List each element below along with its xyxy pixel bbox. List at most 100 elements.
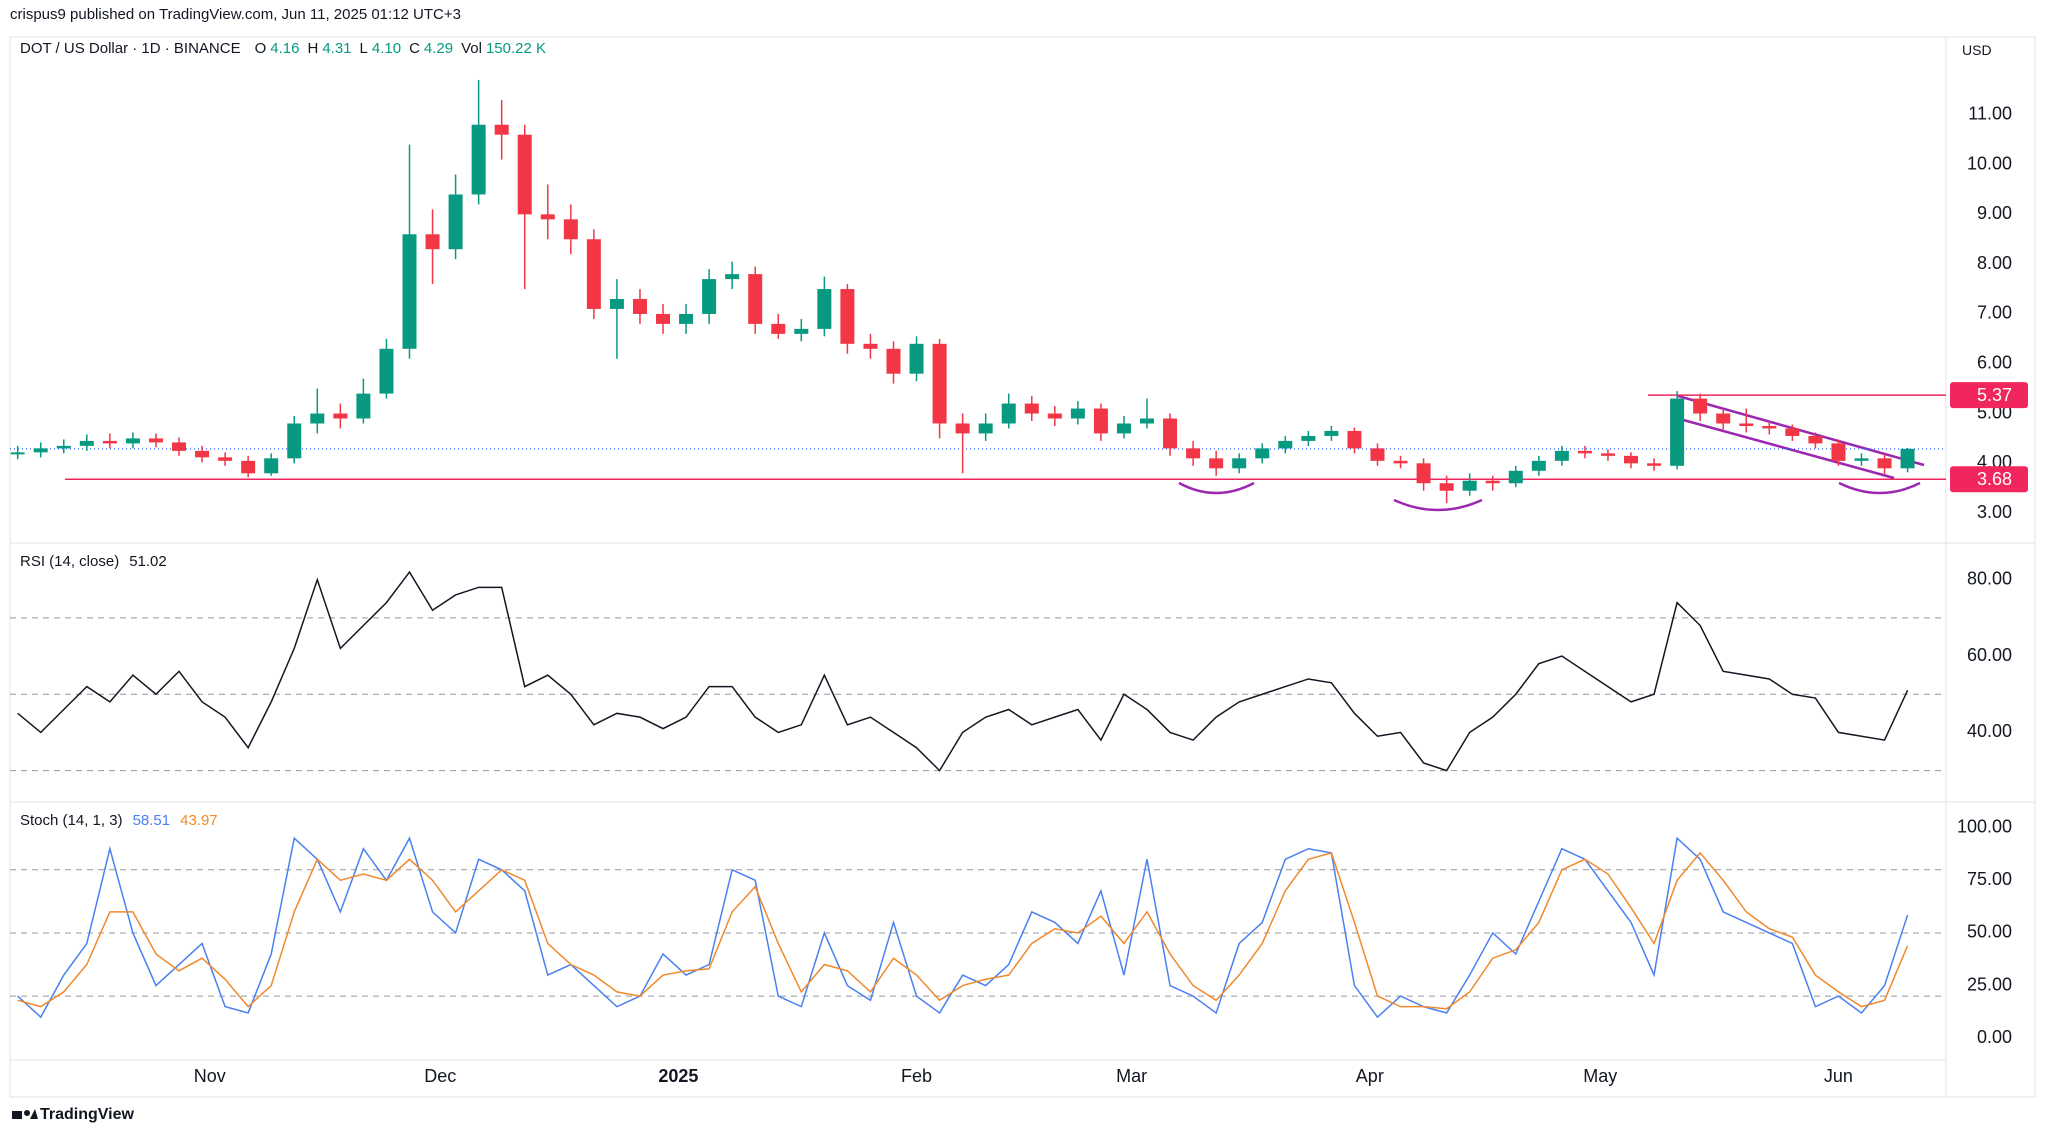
candle-body (356, 393, 371, 419)
level-label: 3.68 (1977, 469, 2012, 489)
candle-body (563, 219, 578, 240)
candle-body (1370, 448, 1385, 461)
candle-body (1647, 463, 1662, 466)
candle-body (1301, 435, 1316, 441)
y-tick-label: 50.00 (1967, 922, 2012, 942)
legend-label: C (409, 40, 420, 57)
candle-body (1001, 403, 1016, 424)
x-tick-label: Nov (194, 1066, 226, 1086)
candle-body (1531, 460, 1546, 471)
x-tick-label: May (1583, 1066, 1617, 1086)
candle-body (1716, 413, 1731, 424)
frame (9, 36, 2036, 1098)
footer-logo (12, 1109, 38, 1119)
candle-body (1831, 443, 1846, 461)
rsi-title: RSI (14, close) (20, 553, 120, 570)
candle-body (517, 134, 532, 215)
candle-body (1416, 463, 1431, 484)
candle-body (1324, 430, 1339, 436)
x-tick-label: Jun (1824, 1066, 1853, 1086)
logo-icon (30, 1109, 38, 1119)
candle-body (494, 124, 509, 135)
candle-body (932, 343, 947, 424)
volume-label: Vol (461, 40, 482, 57)
candle-body (725, 274, 740, 280)
legend-label: L (359, 40, 368, 57)
candle-body (1739, 423, 1754, 426)
candle-body (310, 413, 325, 424)
candle-body (1900, 448, 1915, 469)
candle-body (1047, 413, 1062, 419)
candle-body (771, 323, 786, 334)
level-label-box (1950, 382, 2028, 409)
stoch-value: 43.97 (180, 812, 218, 829)
y-tick-label: 0.00 (1977, 1027, 2012, 1047)
candle-body (1785, 428, 1800, 436)
candle-body (10, 452, 25, 455)
indicator-line (17, 851, 1909, 1010)
candle-body (1600, 453, 1615, 456)
y-tick-label: 100.00 (1957, 816, 2012, 836)
candle-body (218, 457, 233, 461)
candle-body (794, 328, 809, 334)
candle-body (448, 194, 463, 250)
candle-body (1140, 418, 1155, 424)
rsi-value: 51.02 (129, 553, 167, 570)
candle-body (748, 274, 763, 324)
candle-body (1070, 408, 1085, 419)
indicator-line (17, 570, 1909, 772)
candle-body (402, 234, 417, 349)
candle-body (978, 423, 993, 434)
candle-body (863, 343, 878, 349)
candle-body (1877, 458, 1892, 469)
x-tick-label: Mar (1116, 1066, 1147, 1086)
y-tick-label: 6.00 (1977, 352, 2012, 372)
logo-icon (12, 1111, 22, 1119)
candle-body (471, 124, 486, 195)
y-tick-label: 40.00 (1967, 721, 2012, 741)
footer-brand: TradingView (40, 1106, 135, 1123)
y-tick-label: 9.00 (1977, 203, 2012, 223)
candle-body (955, 423, 970, 434)
x-tick-label: 2025 (658, 1066, 698, 1086)
x-tick-label: Feb (901, 1066, 932, 1086)
candle-body (33, 448, 48, 453)
candle-body (1093, 408, 1108, 434)
candle-body (56, 445, 71, 449)
candle-body (1393, 460, 1408, 464)
candle-body (1024, 403, 1039, 414)
candle-body (1347, 430, 1362, 449)
rsi-legend: RSI (14, close) 51.02 (20, 553, 167, 570)
symbol-legend: DOT / US Dollar · 1D · BINANCE O 4.16 H 4.3… (20, 40, 546, 57)
candle-body (1163, 418, 1178, 449)
x-tick-label: Apr (1356, 1066, 1384, 1086)
candle-body (148, 438, 163, 443)
candle-body (656, 313, 671, 324)
candle-body (1439, 483, 1454, 491)
stoch-legend: Stoch (14, 1, 3) 58.51 43.97 (20, 812, 218, 829)
legend-label: O (254, 40, 267, 57)
channel-upper (1677, 394, 1925, 467)
bottom-arc (1393, 498, 1483, 512)
legend-value: 4.31 (322, 40, 352, 57)
candle-body (586, 239, 601, 309)
candle-body (425, 234, 440, 250)
candle-body (1693, 398, 1708, 414)
candle-body (172, 442, 187, 451)
y-tick-label: 75.00 (1967, 869, 2012, 889)
candle-body (102, 440, 117, 444)
candle-body (1255, 448, 1270, 459)
x-tick-label: Dec (424, 1066, 456, 1086)
candle-body (1186, 448, 1201, 459)
level-label-box (1950, 466, 2028, 493)
currency: USD (1962, 42, 1992, 58)
candle-body (1670, 398, 1685, 466)
y-tick-label: 3.00 (1977, 502, 2012, 522)
candle-body (1808, 435, 1823, 444)
candle-body (1209, 458, 1224, 469)
candle-body (909, 343, 924, 374)
candle-body (241, 460, 256, 474)
candle-body (1624, 455, 1639, 464)
